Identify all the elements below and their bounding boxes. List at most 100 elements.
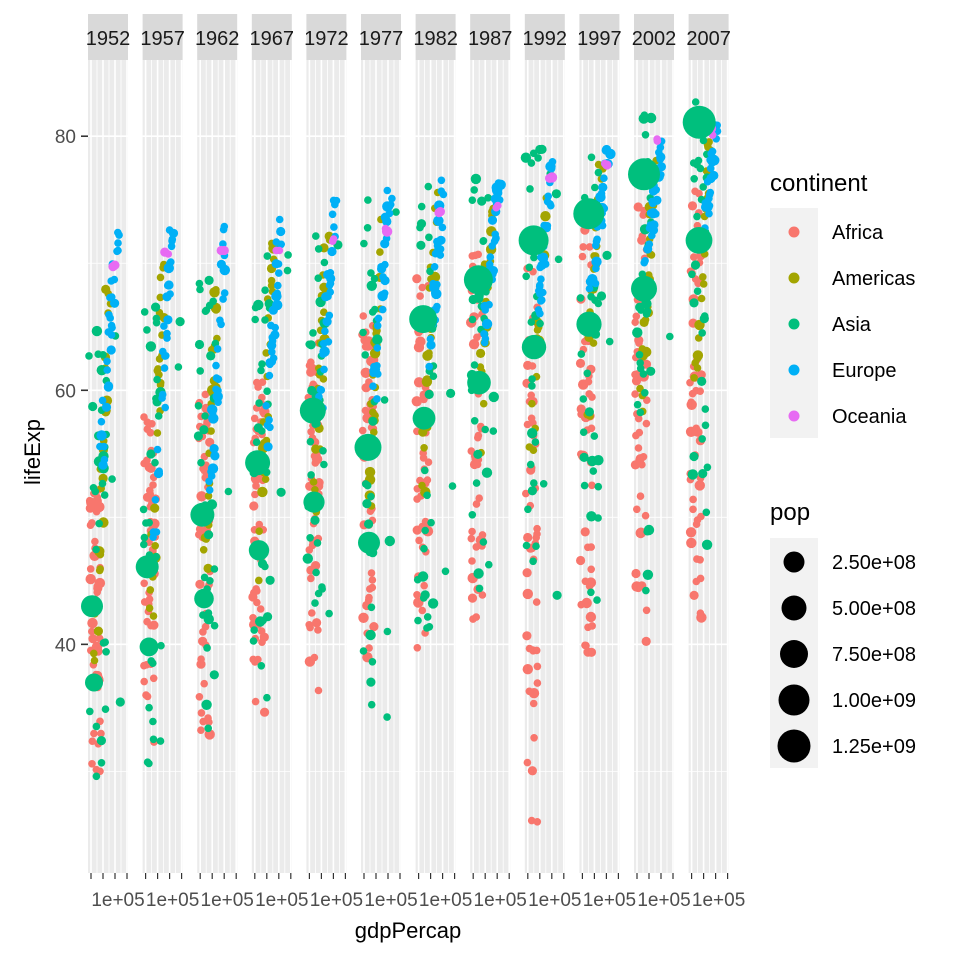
data-point-europe <box>486 253 495 261</box>
data-point-asia <box>526 185 534 193</box>
data-point-africa <box>691 187 699 196</box>
data-point-asia <box>250 626 258 634</box>
data-point-oceania <box>275 246 284 255</box>
data-point-africa <box>642 606 651 615</box>
facet-strip <box>524 14 565 60</box>
data-point-europe <box>165 226 174 234</box>
data-point-asia <box>468 511 477 519</box>
data-point-europe <box>275 215 284 224</box>
data-point-europe <box>487 215 498 225</box>
data-point-asia <box>587 153 596 162</box>
data-point-africa <box>195 530 203 539</box>
data-point-americas <box>90 656 99 665</box>
data-point-africa <box>305 546 314 554</box>
data-point-africa <box>530 734 538 742</box>
facet-strip-label: 1997 <box>577 28 622 50</box>
data-point-asia <box>701 421 710 430</box>
data-point-americas <box>150 503 160 513</box>
facet-panel-1997: 1997 <box>573 14 622 873</box>
data-point-americas <box>101 284 111 294</box>
data-point-americas <box>370 428 378 437</box>
data-point-africa <box>532 598 541 606</box>
data-point-europe <box>369 382 377 391</box>
data-point-africa <box>90 729 98 738</box>
data-point-asia <box>98 479 107 488</box>
data-point-europe <box>328 210 337 219</box>
data-point-europe <box>373 395 381 403</box>
data-point-asia <box>636 408 645 417</box>
data-point-asia <box>590 432 599 440</box>
data-point-africa <box>419 454 428 462</box>
data-point-asia <box>628 158 660 191</box>
data-point-asia <box>698 329 706 337</box>
data-point-europe <box>388 194 396 203</box>
data-point-asia <box>362 499 372 509</box>
data-point-asia <box>477 196 487 206</box>
facet-panel-1972: 1972 <box>299 14 349 873</box>
facet-panel-2002: 2002 <box>628 14 676 873</box>
data-point-africa <box>413 644 422 652</box>
data-point-asia <box>539 480 548 488</box>
data-point-africa <box>312 618 322 628</box>
data-point-asia <box>101 638 109 646</box>
data-point-asia <box>427 598 439 609</box>
facet-panel-1952: 1952 <box>81 14 130 873</box>
data-point-americas <box>207 427 215 435</box>
data-point-africa <box>633 505 641 514</box>
data-point-africa <box>307 428 315 436</box>
data-point-asia <box>643 527 651 536</box>
data-point-asia <box>359 328 367 337</box>
data-point-africa <box>420 581 429 590</box>
data-point-asia <box>97 759 106 767</box>
data-point-europe <box>160 364 169 372</box>
data-point-africa <box>418 283 427 292</box>
data-point-africa <box>314 626 322 634</box>
data-point-asia <box>470 173 482 185</box>
data-point-asia <box>258 427 266 435</box>
data-point-americas <box>149 612 158 620</box>
data-point-americas <box>699 273 707 281</box>
data-point-oceania <box>545 173 555 183</box>
data-point-asia <box>420 593 428 601</box>
data-point-asia <box>96 736 106 746</box>
data-point-africa <box>685 426 697 437</box>
data-point-asia <box>416 240 426 250</box>
data-point-europe <box>160 322 168 330</box>
data-point-asia <box>248 540 270 561</box>
data-point-americas <box>146 586 155 594</box>
legend-title: pop <box>770 499 810 526</box>
data-point-africa <box>527 816 536 825</box>
data-point-europe <box>706 164 715 173</box>
data-point-asia <box>605 337 614 346</box>
data-point-europe <box>374 314 383 323</box>
data-point-asia <box>479 237 488 245</box>
data-point-asia <box>81 595 103 618</box>
data-point-asia <box>633 400 642 409</box>
data-point-asia <box>596 291 607 301</box>
data-point-europe <box>101 402 112 412</box>
data-point-africa <box>146 486 154 495</box>
data-point-asia <box>284 251 292 259</box>
data-point-asia <box>368 658 377 666</box>
data-point-asia <box>587 588 595 597</box>
legend-label: Asia <box>832 314 872 336</box>
x-tick-labels: 1e+05 1e+05 1e+05 1e+05 1e+05 1e+05 1e+05 1e+05… <box>90 873 745 911</box>
data-point-asia <box>425 623 434 631</box>
data-point-europe <box>107 321 116 330</box>
data-point-africa <box>631 390 639 398</box>
data-point-europe <box>373 362 381 370</box>
data-point-asia <box>468 196 477 204</box>
data-point-africa <box>474 250 483 259</box>
data-point-asia <box>470 417 479 425</box>
data-point-europe <box>100 455 109 464</box>
data-point-asia <box>367 492 375 501</box>
data-point-asia <box>536 319 544 328</box>
data-point-asia <box>527 428 538 439</box>
data-point-europe <box>272 238 281 246</box>
data-point-asia <box>421 526 430 535</box>
data-point-asia <box>314 589 323 598</box>
data-point-europe <box>648 231 656 240</box>
data-point-asia <box>441 567 450 576</box>
data-point-africa <box>255 520 264 529</box>
